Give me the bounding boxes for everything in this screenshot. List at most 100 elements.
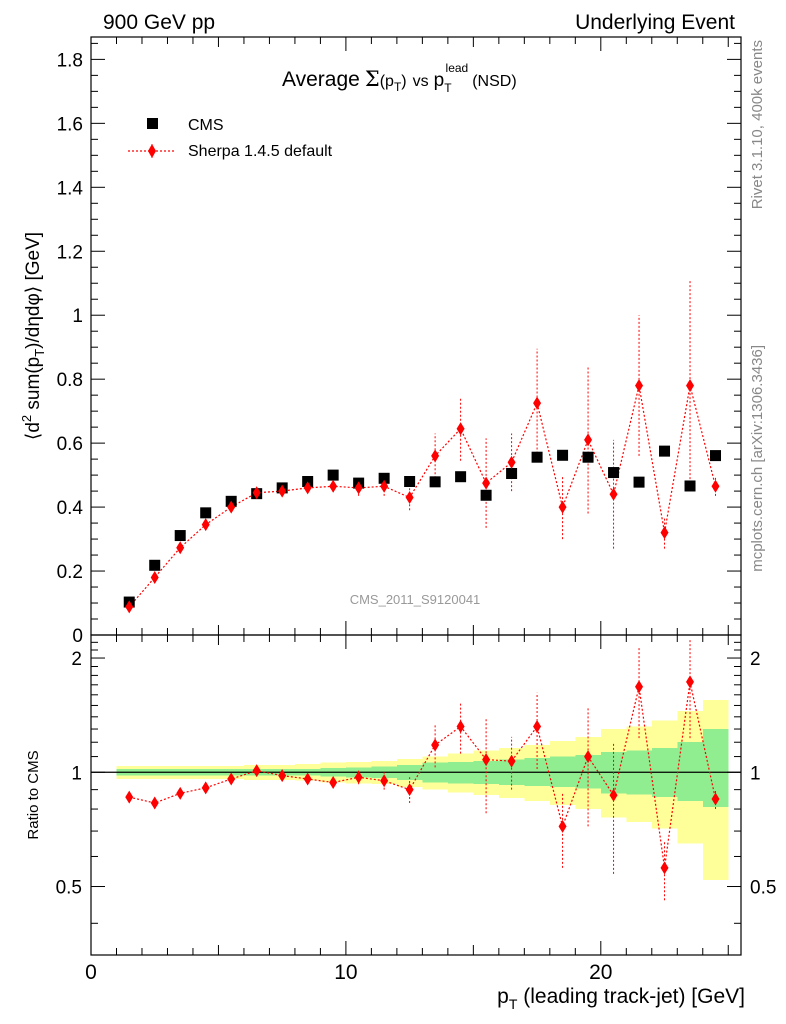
xtick-label: 10 — [334, 961, 357, 984]
mc-data-point — [533, 396, 542, 410]
mc-data-point — [558, 500, 567, 514]
mc-data-point — [584, 433, 593, 447]
cms-data-point — [557, 449, 569, 461]
cms-data-point — [684, 480, 696, 492]
mc-data-point — [125, 600, 134, 614]
main-ytick-label: 0 — [72, 626, 83, 647]
ratio-data-point — [558, 819, 567, 833]
mc-data-point — [686, 379, 695, 393]
cms-data-point — [378, 472, 390, 484]
mc-data-point — [482, 476, 491, 490]
cms-data-point — [200, 507, 212, 519]
cms-data-point — [710, 450, 722, 462]
ratio-data-point — [354, 770, 363, 784]
cms-data-point — [404, 476, 416, 488]
ratio-ytick-label: 2 — [71, 649, 82, 670]
mc-data-point — [456, 422, 465, 436]
ratio-ytick-label-right: 1 — [750, 763, 761, 784]
main-ytick-label: 0.2 — [57, 562, 83, 583]
mc-data-point — [431, 449, 440, 463]
ratio-band-inner — [677, 742, 703, 802]
ratio-data-point — [584, 750, 593, 764]
xtick-label: 20 — [589, 961, 612, 984]
ratio-data-point — [482, 753, 491, 767]
ratio-data-point — [533, 720, 542, 734]
analysis-label: CMS_2011_S9120041 — [350, 592, 481, 607]
mc-data-point — [354, 481, 363, 495]
legend-cms-label: CMS — [188, 117, 224, 134]
main-ytick-label: 0.8 — [57, 370, 83, 391]
mc-data-point — [252, 486, 261, 500]
mc-data-point — [278, 484, 287, 498]
ratio-data-point — [711, 792, 720, 806]
cms-data-point — [531, 451, 543, 463]
ratio-data-point — [635, 680, 644, 694]
cms-data-point — [659, 445, 671, 457]
ratio-mc-markers — [125, 675, 720, 875]
cms-data-point — [633, 476, 645, 488]
rivet-label: Rivet 3.1.10, 400k events — [749, 40, 766, 209]
main-ytick-label: 0.6 — [57, 434, 83, 455]
ratio-mc-line — [129, 681, 717, 868]
ratio-data-point — [609, 788, 618, 802]
ratio-ytick-label-right: 2 — [750, 649, 761, 670]
mc-data-point — [609, 487, 618, 501]
main-ytick-label: 0.4 — [57, 498, 84, 519]
mc-data-point — [380, 479, 389, 493]
main-error-bars — [128, 280, 717, 609]
main-ytick-label: 1.4 — [57, 178, 84, 199]
mc-data-point — [660, 526, 669, 540]
ratio-data-point — [431, 738, 440, 752]
cms-data-point — [506, 468, 518, 480]
mc-data-point — [227, 500, 236, 514]
ratio-ytick-label: 0.5 — [56, 878, 82, 899]
main-ytick-label: 1 — [72, 306, 83, 327]
main-ylabel: ⟨d2 sum(pT)/dηdφ⟩ [GeV] — [19, 232, 47, 440]
cms-data-point — [608, 467, 620, 479]
mc-data-point — [507, 455, 516, 469]
ratio-data-point — [686, 675, 695, 689]
mc-data-point — [405, 490, 414, 504]
cms-data-point — [429, 476, 441, 488]
header-left: 900 GeV pp — [103, 11, 215, 34]
legend-cms-marker — [147, 118, 158, 129]
ratio-data-point — [150, 796, 159, 810]
mc-data-point — [201, 518, 210, 532]
cms-data-point — [149, 559, 161, 571]
ratio-data-point — [201, 781, 210, 795]
cms-data-point — [327, 469, 339, 481]
ratio-data-point — [278, 769, 287, 783]
xlabel: pT (leading track-jet) [GeV] — [497, 985, 745, 1012]
legend: CMS Sherpa 1.4.5 default — [128, 117, 333, 160]
cms-data-point — [455, 471, 467, 483]
ratio-frame — [90, 634, 742, 956]
mc-series-line — [128, 385, 717, 608]
main-panel: 0 0.2 0.4 0.6 0.8 1 1.2 1.4 1.6 1.8 Average Σ(pT) v… — [19, 36, 742, 647]
ratio-data-point — [507, 754, 516, 768]
cms-data-point — [480, 489, 492, 501]
mc-data-point — [329, 479, 338, 493]
xtick-label: 0 — [85, 961, 97, 984]
ratio-data-point — [456, 720, 465, 734]
legend-mc-label: Sherpa 1.4.5 default — [188, 143, 333, 160]
ratio-ytick-label-right: 0.5 — [750, 878, 776, 899]
main-title: Average Σ(pT) vs pTlead(NSD) — [282, 61, 517, 95]
cms-data-point — [174, 530, 186, 542]
ratio-data-point — [660, 861, 669, 875]
mc-data-point — [150, 570, 159, 584]
cms-data-point — [582, 451, 594, 463]
mc-data-point — [176, 541, 185, 555]
ratio-panel: 0.5 0.51 12 20 10 20 Ratio to CMS pT (leading… — [25, 634, 776, 1012]
ratio-data-point — [252, 764, 261, 778]
main-ytick-label: 1.8 — [57, 50, 83, 71]
mc-markers — [125, 379, 720, 614]
header-right: Underlying Event — [575, 11, 735, 34]
mc-data-point — [711, 479, 720, 493]
ratio-data-point — [125, 790, 134, 804]
mcplots-label: mcplots.cern.ch [arXiv:1306.3436] — [749, 345, 766, 572]
main-ticks: 0 0.2 0.4 0.6 0.8 1 1.2 1.4 1.6 1.8 — [57, 37, 741, 647]
cms-markers — [123, 445, 722, 608]
ratio-data-point — [176, 786, 185, 800]
main-ytick-label: 1.6 — [57, 114, 83, 135]
